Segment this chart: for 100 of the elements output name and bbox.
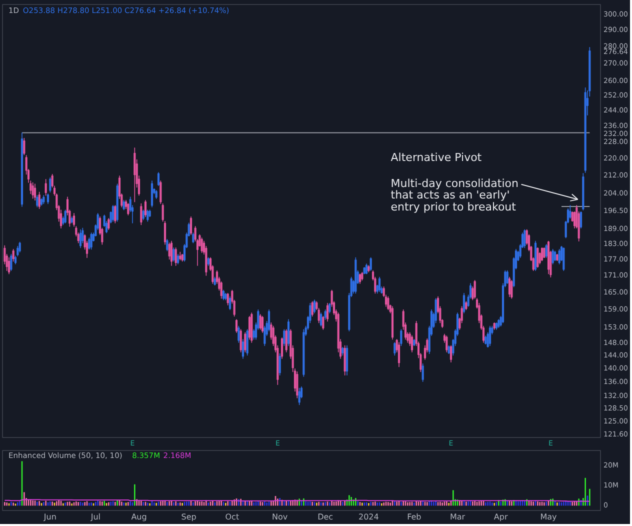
candlestick — [244, 332, 246, 352]
candlestick — [238, 326, 240, 343]
candlestick — [363, 267, 366, 274]
x-tick-label: Jun — [42, 512, 56, 522]
candlestick — [144, 200, 147, 218]
candlestick — [365, 264, 368, 274]
candlestick — [278, 353, 281, 376]
candlestick — [580, 211, 582, 229]
candlestick — [558, 248, 560, 264]
candlestick — [311, 301, 314, 317]
candlestick — [226, 292, 229, 306]
candlestick — [387, 296, 390, 310]
candlestick — [220, 281, 222, 299]
candlestick — [358, 273, 362, 284]
candlestick — [465, 301, 468, 310]
candlestick — [582, 173, 584, 210]
candlestick — [224, 292, 227, 300]
candlestick — [150, 180, 154, 208]
candlestick — [344, 345, 346, 376]
x-tick-label: Dec — [318, 512, 334, 522]
candlestick — [240, 329, 242, 352]
candlestick — [562, 247, 565, 272]
candlestick — [114, 204, 116, 224]
candlestick — [508, 276, 511, 298]
candlestick — [488, 326, 492, 346]
candlestick — [108, 218, 110, 230]
annotation: Alternative Pivot — [390, 150, 482, 164]
candlestick — [584, 87, 586, 173]
candlestick — [498, 319, 500, 328]
candlestick — [32, 182, 34, 199]
candlestick — [116, 184, 118, 222]
candlestick — [155, 190, 158, 199]
candlestick — [422, 363, 424, 382]
candlestick — [285, 329, 288, 352]
candlestick — [287, 319, 290, 346]
annotation: Multi-day consolidation that acts as an 'early' entry prior to breakout — [390, 176, 519, 214]
candlestick — [18, 242, 21, 253]
candlestick — [554, 250, 556, 262]
candlestick — [70, 216, 73, 224]
candlestick — [413, 338, 416, 346]
candlestick — [12, 248, 14, 262]
candlestick — [534, 240, 537, 272]
candlestick — [200, 237, 203, 254]
candlestick — [142, 210, 144, 220]
candlestick — [146, 210, 149, 222]
candlestick — [214, 276, 216, 286]
candlestick — [495, 322, 498, 330]
candlestick — [112, 204, 114, 222]
candlestick — [322, 316, 324, 330]
candlestick — [446, 336, 448, 352]
candlestick — [250, 312, 253, 343]
candlestick — [36, 194, 38, 208]
candlestick — [410, 335, 414, 352]
candlestick — [524, 229, 526, 248]
candlestick — [313, 299, 316, 314]
candlestick — [354, 257, 357, 294]
candlestick — [536, 247, 539, 268]
candlestick — [540, 247, 544, 262]
candlestick — [190, 216, 192, 235]
x-tick-label: Jul — [90, 512, 100, 522]
candlestick — [506, 270, 508, 284]
candlestick — [298, 388, 300, 406]
candlestick — [328, 302, 331, 314]
candlestick — [370, 257, 372, 272]
candlestick — [64, 210, 66, 224]
candlestick — [192, 232, 194, 244]
x-tick-label: Mar — [450, 512, 466, 522]
candlestick — [296, 371, 298, 398]
candlestick — [170, 240, 173, 266]
candlestick — [38, 192, 40, 210]
candlestick — [450, 345, 452, 363]
candlestick — [248, 316, 251, 340]
candlestick — [394, 342, 396, 356]
candlestick — [181, 254, 184, 262]
x-tick-label: May — [540, 512, 558, 522]
candlestick — [259, 314, 262, 330]
candlestick — [556, 254, 558, 262]
x-tick-label: Feb — [407, 512, 422, 522]
candlestick — [324, 309, 326, 320]
candlestick — [20, 132, 24, 207]
candlestick — [228, 296, 232, 310]
candlestick — [174, 247, 177, 266]
candlestick — [326, 302, 329, 322]
candlestick — [140, 203, 142, 226]
candlestick — [44, 178, 47, 196]
candlestick — [368, 265, 370, 272]
candlestick — [34, 184, 36, 201]
x-tick-label: Oct — [225, 512, 240, 522]
candlestick — [302, 329, 305, 377]
candlestick — [280, 337, 284, 359]
candlestick — [46, 193, 50, 204]
x-tick-label: Nov — [272, 512, 288, 522]
candlestick — [148, 210, 151, 218]
candlestick — [346, 345, 348, 376]
candlestick — [166, 238, 168, 252]
candlestick — [127, 203, 130, 216]
candlestick — [246, 329, 248, 356]
candlestick — [484, 336, 487, 344]
candlestick — [493, 322, 496, 330]
x-tick-label: Aug — [131, 512, 147, 522]
